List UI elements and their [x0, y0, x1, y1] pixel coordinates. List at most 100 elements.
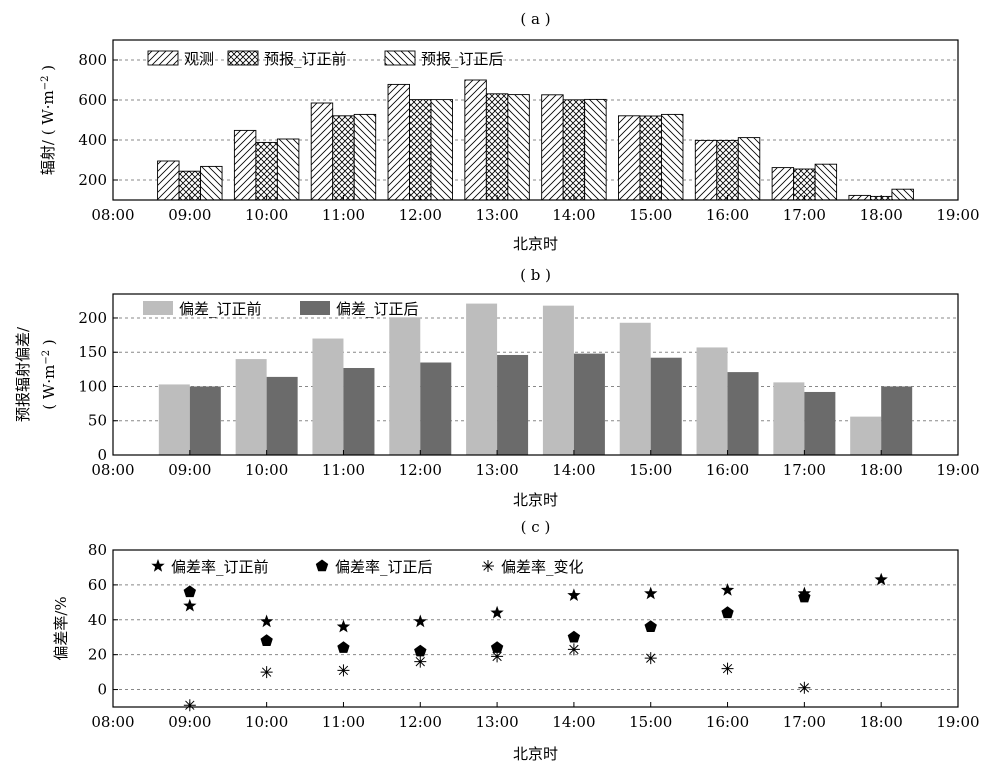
panel-c-y-tick-label: 80	[88, 541, 107, 559]
panel-c-point-star	[260, 614, 274, 628]
panel-c-point-star	[413, 614, 427, 628]
panel-b-bar	[266, 376, 298, 455]
panel-a-y-tick-label: 600	[78, 91, 107, 109]
panel-b-x-axis-label: 北京时	[513, 491, 558, 509]
panel-a-legend-label: 预报_订正前	[264, 50, 347, 68]
panel-a-y-tick-label: 800	[78, 51, 107, 69]
panel-c-legend-label: 偏差率_变化	[501, 558, 584, 576]
panel-a-bar	[387, 83, 410, 201]
panel-a-bar	[618, 115, 641, 201]
panel-c-x-tick-label: 14:00	[552, 713, 595, 731]
panel-a-bar	[771, 167, 795, 201]
panel-b-bar	[804, 391, 836, 455]
panel-c-point-asterisk	[721, 662, 734, 675]
panel-c-x-tick-label: 18:00	[860, 713, 903, 731]
panel-a-bar	[353, 113, 377, 201]
panel-b-x-tick-label: 10:00	[245, 461, 288, 479]
panel-c-legend-marker-star	[151, 559, 165, 572]
panel-c-point-pentagon	[337, 641, 350, 653]
panel-a-x-tick-label: 12:00	[399, 206, 442, 224]
panel-c-legend-label: 偏差率_订正前	[171, 558, 269, 576]
panel-a-legend-label: 预报_订正后	[421, 50, 504, 68]
panel-c-point-pentagon	[490, 641, 504, 653]
panel-b-x-tick-label: 13:00	[475, 461, 518, 479]
panel-a-bar	[541, 94, 564, 201]
panel-c-point-asterisk	[491, 650, 504, 663]
panel-a-title: ( a )	[520, 10, 550, 28]
panel-c-y-axis-label: 偏差率/%	[52, 596, 70, 660]
panel-c-point-star	[874, 572, 888, 586]
panel-c-title: ( c )	[521, 518, 551, 536]
panel-a-y-tick-label: 200	[78, 171, 107, 189]
panel-a-legend-label: 观测	[184, 50, 214, 68]
panel-a-x-tick-label: 11:00	[322, 206, 365, 224]
panel-c-point-star	[720, 583, 735, 596]
panel-b-x-tick-label: 18:00	[860, 461, 903, 479]
panel-a-bar	[255, 141, 278, 201]
panel-a-frame	[112, 39, 959, 201]
panel-a-x-tick-label: 14:00	[552, 206, 595, 224]
panel-a-legend-swatch	[384, 50, 416, 66]
panel-a-x-tick-label: 09:00	[168, 206, 211, 224]
panel-b-x-tick-label: 14:00	[552, 461, 595, 479]
panel-b-legend-swatch	[300, 301, 330, 315]
panel-b-y-tick-label: 100	[78, 377, 107, 395]
panel-c-point-star	[183, 598, 197, 612]
panel-a-bar	[233, 129, 257, 201]
panel-a-legend: 观测 预报_订正前 预报_订正后	[147, 50, 504, 68]
panel-a-bar	[562, 99, 586, 201]
panel-c-point-asterisk	[337, 664, 350, 677]
panel-a-bar	[716, 139, 739, 201]
panel-a-bar	[332, 115, 355, 201]
panel-a-bar	[694, 139, 718, 201]
panel-a-y-axis-label-close: )	[39, 65, 57, 76]
panel-b-bar	[312, 338, 344, 455]
panel-a-bar	[200, 165, 223, 201]
panel-a-bar	[276, 138, 300, 201]
panel-c-bias-rate-chart: ( c ) 0 20 40 60 80 08:00 09:00 10:00 11:00 12:0…	[52, 518, 980, 763]
panel-c-point-asterisk	[567, 643, 580, 656]
panel-b-bar	[235, 359, 267, 455]
panel-a-y-axis-label-main: 辐射/ ( W·m	[39, 90, 57, 175]
panel-a-bar	[737, 137, 761, 201]
panel-c-x-tick-label: 16:00	[706, 713, 749, 731]
panel-b-bar	[727, 372, 759, 455]
panel-b-bar	[466, 303, 498, 455]
panel-b-bar	[420, 362, 452, 455]
panel-c-point-pentagon	[644, 620, 657, 632]
panel-a-x-tick-label: 18:00	[860, 206, 903, 224]
panel-a-bar	[814, 163, 838, 201]
panel-b-legend-label: 偏差_订正前	[179, 300, 262, 318]
panel-b-y-tick-label: 0	[97, 446, 107, 464]
panel-a-bar	[430, 99, 453, 201]
panel-b-bar	[850, 416, 882, 455]
panel-c-legend-label: 偏差率_订正后	[335, 558, 433, 576]
panel-b-y-tick-label: 50	[88, 412, 107, 430]
panel-c-point-pentagon	[260, 634, 273, 646]
panel-b-y-tick-label: 200	[78, 309, 107, 327]
panel-a-bar	[639, 115, 662, 201]
panel-b-y-axis-label-line2-close: )	[40, 339, 58, 350]
panel-c-y-tick-label: 40	[88, 611, 107, 629]
panel-a-x-tick-label: 17:00	[783, 206, 826, 224]
panel-c-x-tick-label: 09:00	[168, 713, 211, 731]
panel-c-legend: 偏差率_订正前 偏差率_订正后 偏差率_变化	[151, 558, 584, 576]
panel-b-x-tick-label: 08:00	[91, 461, 134, 479]
panel-a-y-axis-label-sup: −2	[40, 76, 51, 91]
panel-c-point-star	[336, 619, 351, 633]
panel-a-x-axis-label: 北京时	[513, 235, 558, 253]
panel-c-point-pentagon	[798, 590, 811, 603]
panel-c-y-tick-label: 60	[88, 576, 107, 594]
panel-a-bar	[848, 194, 871, 201]
panel-a-legend-swatch	[227, 50, 259, 66]
panel-b-x-tick-label: 09:00	[168, 461, 211, 479]
panel-c-legend-marker-pentagon	[315, 559, 329, 572]
panel-a-bar	[409, 99, 432, 201]
panel-b-bar	[619, 322, 651, 455]
panel-b-x-tick-label: 19:00	[936, 461, 979, 479]
panel-b-bar	[773, 382, 805, 455]
panel-b-bar	[158, 384, 190, 455]
panel-c-x-tick-label: 15:00	[629, 713, 672, 731]
panel-a-bar	[891, 188, 914, 201]
